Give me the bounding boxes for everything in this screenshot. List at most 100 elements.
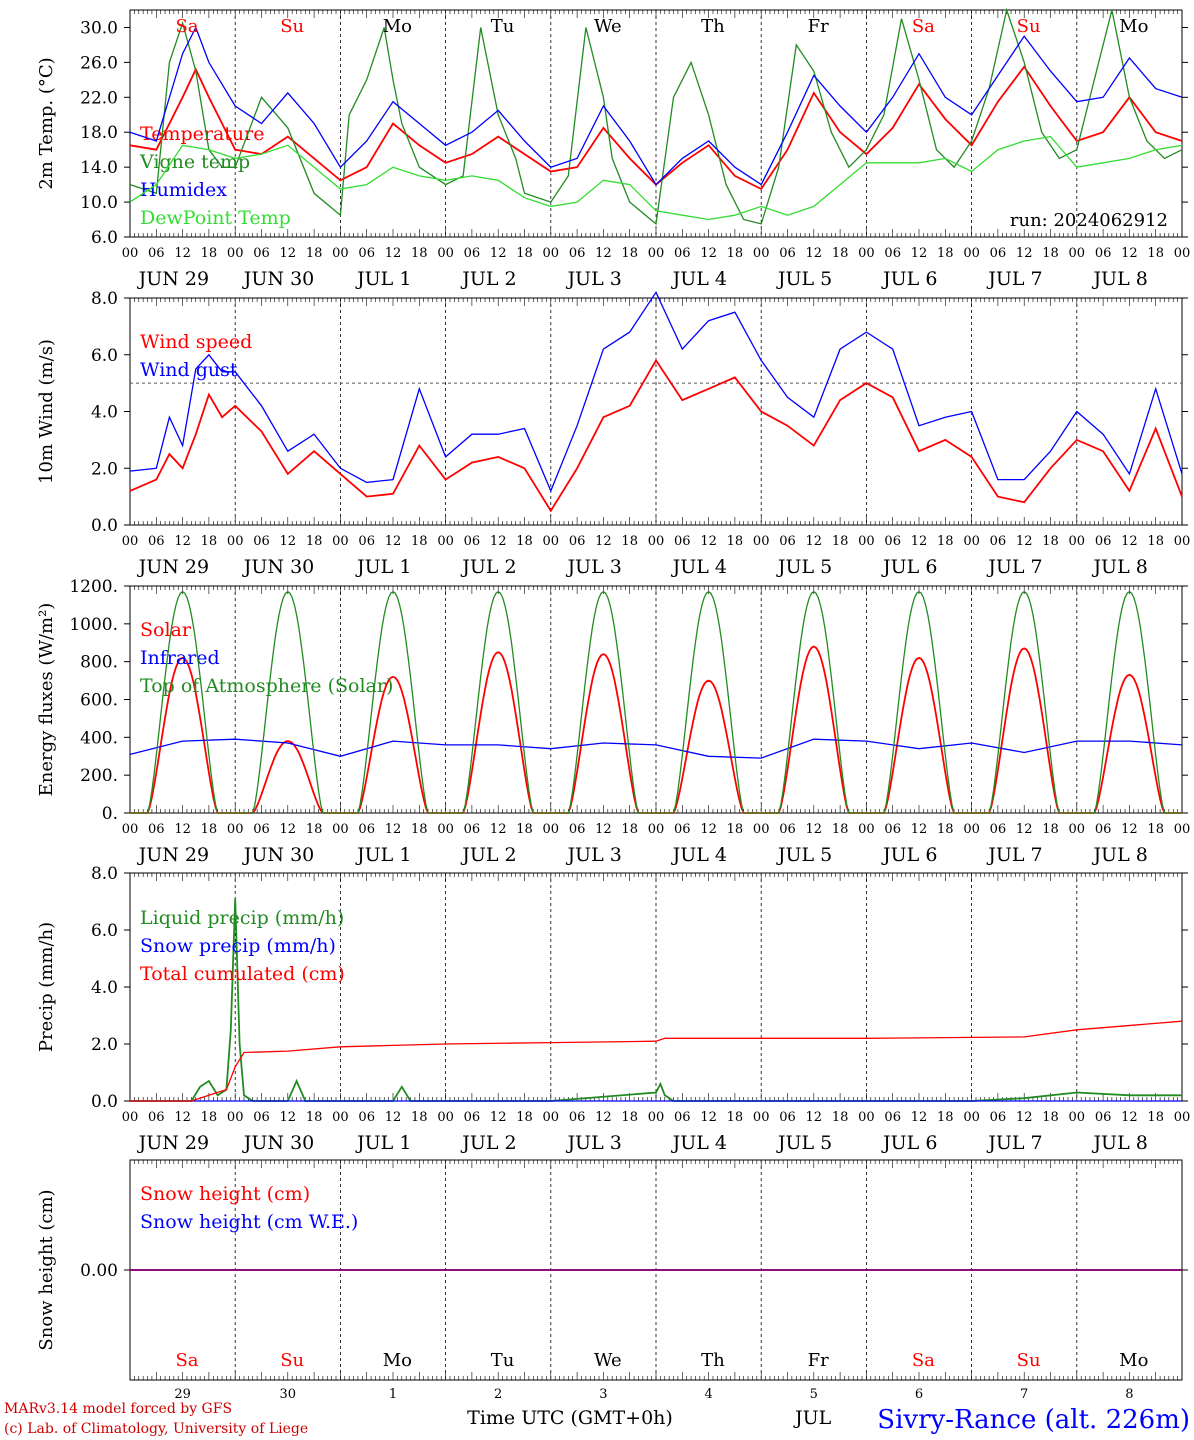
hour-label: 06 (569, 246, 586, 261)
hour-label: 18 (306, 246, 323, 261)
legend-entry: Humidex (140, 179, 227, 201)
hour-label: 00 (227, 534, 244, 549)
hour-label: 00 (1174, 534, 1191, 549)
date-label: JUL 4 (671, 1132, 727, 1154)
day-of-week: Sa (912, 16, 935, 37)
hour-label: 00 (543, 534, 560, 549)
hour-label: 06 (464, 534, 481, 549)
y-tick-label: 4.0 (91, 978, 118, 998)
hour-label: 12 (385, 246, 402, 261)
series-line-wind-gust (129, 290, 1183, 493)
hour-label: 18 (937, 822, 954, 837)
credit-line-1: MARv3.14 model forced by GFS (4, 1401, 232, 1417)
y-tick-label: 2.0 (91, 459, 118, 479)
hour-label: 18 (411, 534, 428, 549)
day-of-week: Su (1017, 1350, 1041, 1371)
day-of-week: Sa (175, 16, 198, 37)
hour-label: 12 (806, 534, 823, 549)
date-label: JUL 7 (986, 268, 1042, 290)
hour-label: 12 (174, 534, 191, 549)
day-of-week: Th (701, 16, 725, 37)
date-label: JUL 2 (460, 268, 516, 290)
hour-label: 00 (1069, 822, 1086, 837)
hour-label: 12 (490, 1110, 507, 1125)
hour-label: 12 (595, 1110, 612, 1125)
hour-label: 12 (174, 822, 191, 837)
hour-label: 06 (358, 822, 375, 837)
hour-label: 12 (806, 246, 823, 261)
date-label: JUL 3 (565, 1132, 621, 1154)
hour-label: 18 (1042, 534, 1059, 549)
hour-label: 18 (727, 534, 744, 549)
hour-label: 12 (700, 534, 717, 549)
panel-4: 0.0 2.0 4.0 6.0 8.0 Precip (mm/h) 00 06 12 18 JUN … (36, 864, 1190, 1154)
hour-label: 06 (464, 822, 481, 837)
panel-1: 6.0 10.0 14.0 18.0 22.0 26.0 30.0 2m Temp. (°C)… (36, 7, 1190, 290)
date-label: JUN 29 (137, 268, 209, 290)
hour-label: 06 (148, 534, 165, 549)
hour-label: 06 (1095, 822, 1112, 837)
hour-label: 12 (174, 1110, 191, 1125)
legend-entry: Top of Atmosphere (Solar) (140, 675, 393, 697)
date-label: JUL 1 (355, 1132, 411, 1154)
y-tick-label: 800. (80, 653, 118, 673)
hour-label: 18 (201, 822, 218, 837)
date-label: JUL 3 (565, 556, 621, 578)
day-of-week: Sa (175, 1350, 198, 1371)
legend-entry: DewPoint Temp (140, 207, 291, 229)
series-line-dewpoint-temp (129, 135, 1183, 221)
y-tick-label: 4.0 (91, 403, 118, 423)
y-tick-label: 8.0 (91, 864, 118, 884)
hour-label: 18 (1042, 822, 1059, 837)
hour-label: 00 (1174, 1110, 1191, 1125)
hour-label: 12 (1016, 822, 1033, 837)
hour-label: 00 (332, 1110, 349, 1125)
hour-label: 18 (832, 246, 849, 261)
hour-label: 00 (858, 534, 875, 549)
y-axis-label: 10m Wind (m/s) (36, 339, 57, 484)
hour-label: 00 (122, 534, 139, 549)
y-tick-label: 0.0 (91, 516, 118, 536)
hour-label: 00 (648, 246, 665, 261)
hour-label: 18 (516, 534, 533, 549)
day-of-week: Mo (383, 1350, 412, 1371)
hour-ticks (129, 873, 1183, 1101)
y-tick-label: 6.0 (91, 228, 118, 248)
hour-label: 00 (437, 1110, 454, 1125)
hour-label: 12 (700, 1110, 717, 1125)
y-tick-label: 30.0 (80, 18, 118, 38)
hour-label: 00 (227, 822, 244, 837)
y-tick-label: 22.0 (80, 88, 118, 108)
hour-label: 18 (306, 822, 323, 837)
hour-label: 06 (884, 534, 901, 549)
hour-label: 00 (332, 246, 349, 261)
hour-label: 12 (806, 822, 823, 837)
hour-ticks (129, 10, 1183, 237)
hour-label: 18 (1042, 246, 1059, 261)
hour-label: 00 (122, 822, 139, 837)
hour-label: 00 (1069, 246, 1086, 261)
day-of-week: Sa (912, 1350, 935, 1371)
hour-label: 06 (569, 534, 586, 549)
hour-label: 06 (358, 1110, 375, 1125)
hour-label: 06 (779, 1110, 796, 1125)
legend-entry: Snow height (cm W.E.) (140, 1211, 358, 1233)
hour-label: 00 (437, 822, 454, 837)
legend-entry: Snow precip (mm/h) (140, 935, 336, 957)
date-label: JUL 7 (986, 844, 1042, 866)
hour-label: 00 (753, 246, 770, 261)
legend-entry: Snow height (cm) (140, 1183, 310, 1205)
day-of-week: Mo (383, 16, 412, 37)
y-axis-label: 2m Temp. (°C) (36, 57, 57, 189)
hour-label: 12 (595, 822, 612, 837)
y-tick-label: 0.00 (80, 1261, 118, 1281)
hour-label: 18 (201, 246, 218, 261)
hour-label: 12 (280, 822, 297, 837)
date-label: JUN 30 (242, 1132, 314, 1154)
legend-entry: Temperature (140, 123, 264, 145)
hour-label: 06 (358, 246, 375, 261)
hour-label: 12 (1016, 246, 1033, 261)
hour-label: 00 (648, 822, 665, 837)
date-label: JUL 7 (986, 556, 1042, 578)
date-label: JUL 7 (986, 1132, 1042, 1154)
